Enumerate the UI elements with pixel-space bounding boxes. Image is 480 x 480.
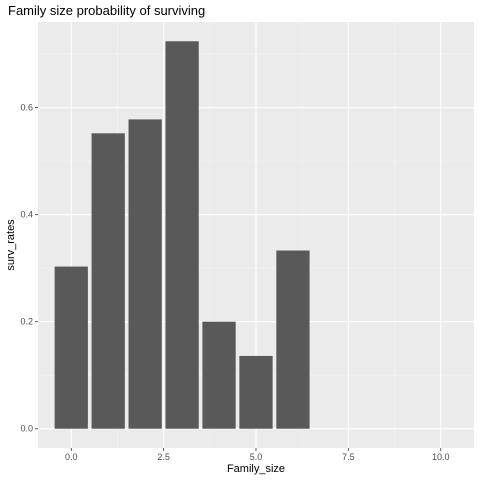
bars bbox=[54, 41, 310, 429]
bar-family-size-4 bbox=[202, 321, 236, 429]
chart-title: Family size probability of surviving bbox=[8, 3, 205, 18]
x-tick-label: 10.0 bbox=[432, 452, 450, 462]
y-axis: 0.0 0.2 0.4 0.6 bbox=[20, 103, 38, 434]
bar-family-size-0 bbox=[54, 266, 88, 429]
y-tick-label: 0.6 bbox=[20, 103, 33, 113]
y-tick-label: 0.0 bbox=[20, 424, 33, 434]
bar-family-size-5 bbox=[239, 355, 273, 429]
x-tick-label: 5.0 bbox=[250, 452, 263, 462]
bar-family-size-1 bbox=[91, 133, 125, 429]
x-tick-label: 2.5 bbox=[157, 452, 170, 462]
y-axis-title: surv_rates bbox=[5, 219, 17, 271]
x-axis-title: Family_size bbox=[227, 463, 285, 475]
x-tick-label: 0.0 bbox=[65, 452, 78, 462]
x-axis: 0.0 2.5 5.0 7.5 10.0 bbox=[65, 448, 450, 462]
y-tick-label: 0.2 bbox=[20, 317, 33, 327]
y-tick-label: 0.4 bbox=[20, 210, 33, 220]
bar-family-size-3 bbox=[165, 41, 199, 429]
x-tick-label: 7.5 bbox=[342, 452, 355, 462]
bar-family-size-6 bbox=[276, 250, 310, 429]
bar-family-size-2 bbox=[128, 119, 162, 429]
